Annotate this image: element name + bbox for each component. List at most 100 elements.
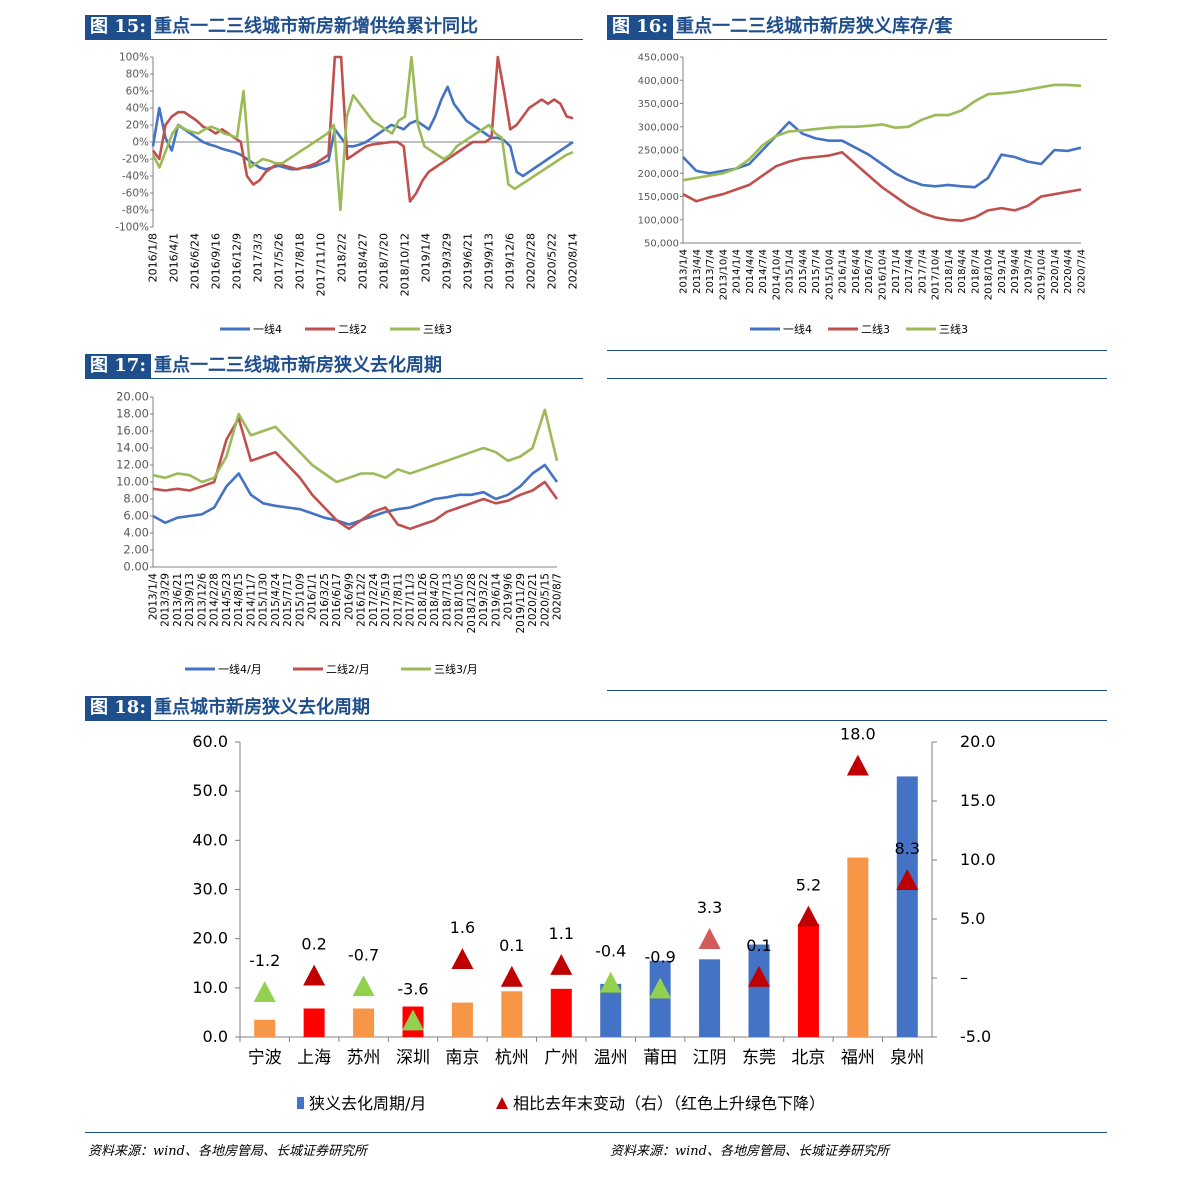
x-tick-label: 2017/8/11 xyxy=(392,573,404,627)
x-tick-label: 2017/10/4 xyxy=(931,249,942,300)
bar-温州 xyxy=(600,983,622,1037)
figure-number: 图 16: xyxy=(607,15,673,39)
change-marker-杭州 xyxy=(500,965,523,987)
x-category-label: 莆田 xyxy=(643,1048,677,1068)
legend-label: 二线3 xyxy=(861,322,890,336)
x-tick-label: 2016/12/2 xyxy=(356,573,368,627)
change-marker-宁波 xyxy=(253,981,276,1003)
x-tick-label: 2014/8/15 xyxy=(233,573,245,627)
x-tick-label: 2019/1/4 xyxy=(997,249,1008,294)
x-tick-label: 2019/9/6 xyxy=(503,573,515,620)
x-tick-label: 2014/5/23 xyxy=(221,573,233,627)
change-data-label: -1.2 xyxy=(249,951,280,970)
x-tick-label: 2018/10/4 xyxy=(984,249,995,300)
divider xyxy=(85,1132,1107,1133)
change-marker-东莞 xyxy=(748,965,770,987)
x-tick-label: 2019/11/29 xyxy=(515,573,527,634)
series-line-一线4 xyxy=(682,120,1082,189)
x-tick-label: 2016/3/25 xyxy=(319,573,331,627)
bar-北京 xyxy=(797,923,819,1037)
y-tick-label: 40% xyxy=(126,103,149,115)
bar-福州 xyxy=(847,857,869,1037)
y-tick-label: -20% xyxy=(122,154,149,166)
y-tick-label: -100% xyxy=(115,222,149,234)
legend-label: 一线4 xyxy=(783,322,812,336)
x-tick-label: 2017/5/26 xyxy=(273,233,286,289)
series-line-三线3/月 xyxy=(152,408,559,484)
bar-广州 xyxy=(550,988,572,1037)
x-tick-label: 2019/3/22 xyxy=(478,573,490,627)
x-tick-label: 2013/9/13 xyxy=(184,573,196,627)
bar-杭州 xyxy=(501,991,523,1037)
legend-label: 三线3/月 xyxy=(434,662,478,676)
series-line-一线4 xyxy=(151,85,574,178)
x-tick-label: 2017/5/19 xyxy=(380,573,392,627)
left-y-tick-label: 30.0 xyxy=(192,880,228,899)
x-category-label: 东莞 xyxy=(742,1048,776,1068)
legend-label: 三线3 xyxy=(423,322,452,336)
x-tick-label: 2019/3/29 xyxy=(441,233,454,289)
legend-label: 一线4 xyxy=(253,322,282,336)
change-marker-苏州 xyxy=(352,975,375,997)
x-tick-label: 2017/8/18 xyxy=(294,233,307,289)
y-tick-label: 14.00 xyxy=(116,441,149,455)
bar-苏州 xyxy=(353,1008,375,1037)
y-tick-label: 10.00 xyxy=(116,475,149,489)
x-tick-label: 2016/6/17 xyxy=(331,573,343,627)
x-tick-label: 2014/4/4 xyxy=(745,249,756,294)
chart-city-destocking: 60.0 50.0 40.0 30.0 20.0 10.0 0.0 20.0 15.0 10.0 5… xyxy=(192,725,996,1113)
x-tick-label: 2016/1/4 xyxy=(838,249,849,294)
x-tick-label: 2013/1/4 xyxy=(148,573,160,620)
figure-title-text: 重点一二三线城市新房狭义去化周期 xyxy=(153,355,442,376)
figure-16-title: 图 16: 重点一二三线城市新房狭义库存/套 xyxy=(607,15,1107,40)
legend-label: 二线2/月 xyxy=(326,662,370,676)
chart-destocking-cycle-tiers: 20.00 18.00 16.00 14.00 12.00 10.00 8.00 6.00 4.… xyxy=(116,390,563,677)
y-tick-label: -60% xyxy=(122,188,149,200)
legend-bar-swatch xyxy=(297,1097,304,1109)
x-tick-label: 2015/10/9 xyxy=(294,573,306,627)
x-tick-label: 2016/9/16 xyxy=(210,233,223,289)
x-tick-label: 2017/3/3 xyxy=(252,233,265,282)
x-tick-label: 2018/10/5 xyxy=(454,573,466,627)
figure-title-text: 重点一二三线城市新房新增供给累计同比 xyxy=(153,16,478,37)
x-category-label: 广州 xyxy=(544,1048,578,1068)
divider xyxy=(607,690,1107,691)
legend-marker-label: 相比去年末变动（右）（红色上升绿色下降） xyxy=(513,1094,825,1113)
left-y-tick-label: 50.0 xyxy=(192,781,228,800)
x-tick-label: 2016/12/9 xyxy=(231,233,244,289)
y-tick-label: 300,000 xyxy=(638,122,679,133)
change-data-label: 5.2 xyxy=(796,876,821,895)
y-tick-label: 400,000 xyxy=(638,76,679,87)
y-tick-label: 20% xyxy=(126,120,149,132)
figure-number: 图 18: xyxy=(85,696,151,720)
x-tick-label: 2018/1/26 xyxy=(417,573,429,627)
x-tick-label: 2013/10/4 xyxy=(718,249,729,300)
change-data-label: 8.3 xyxy=(895,839,920,858)
series-line-一线4/月 xyxy=(152,463,559,526)
x-category-label: 上海 xyxy=(297,1048,331,1068)
x-tick-label: 2018/7/4 xyxy=(970,249,981,294)
y-tick-label: 4.00 xyxy=(123,526,149,540)
x-tick-label: 2015/7/17 xyxy=(282,573,294,627)
x-tick-label: 2017/4/4 xyxy=(904,249,915,294)
x-category-label: 江阴 xyxy=(693,1048,727,1068)
left-y-tick-label: 10.0 xyxy=(192,978,228,997)
x-tick-label: 2020/4/4 xyxy=(1063,249,1074,294)
x-tick-label: 2017/2/24 xyxy=(368,573,380,627)
y-tick-label: 16.00 xyxy=(116,424,149,438)
figure-number: 图 17: xyxy=(85,354,151,378)
figure-title-text: 重点一二三线城市新房狭义库存/套 xyxy=(675,16,953,37)
x-tick-label: 2016/4/4 xyxy=(851,249,862,294)
y-tick-label: -40% xyxy=(122,171,149,183)
figure-number: 图 15: xyxy=(85,15,151,39)
legend-label: 三线3 xyxy=(939,322,968,336)
change-data-label: 0.2 xyxy=(301,935,326,954)
right-y-tick-label: 10.0 xyxy=(960,850,996,869)
x-category-label: 宁波 xyxy=(248,1048,282,1068)
x-tick-label: 2016/10/4 xyxy=(878,249,889,300)
x-tick-label: 2013/12/6 xyxy=(196,573,208,627)
y-tick-label: 8.00 xyxy=(123,492,149,506)
x-tick-label: 2018/7/13 xyxy=(441,573,453,627)
change-marker-北京 xyxy=(797,905,820,927)
x-tick-label: 2020/1/4 xyxy=(1050,249,1061,294)
